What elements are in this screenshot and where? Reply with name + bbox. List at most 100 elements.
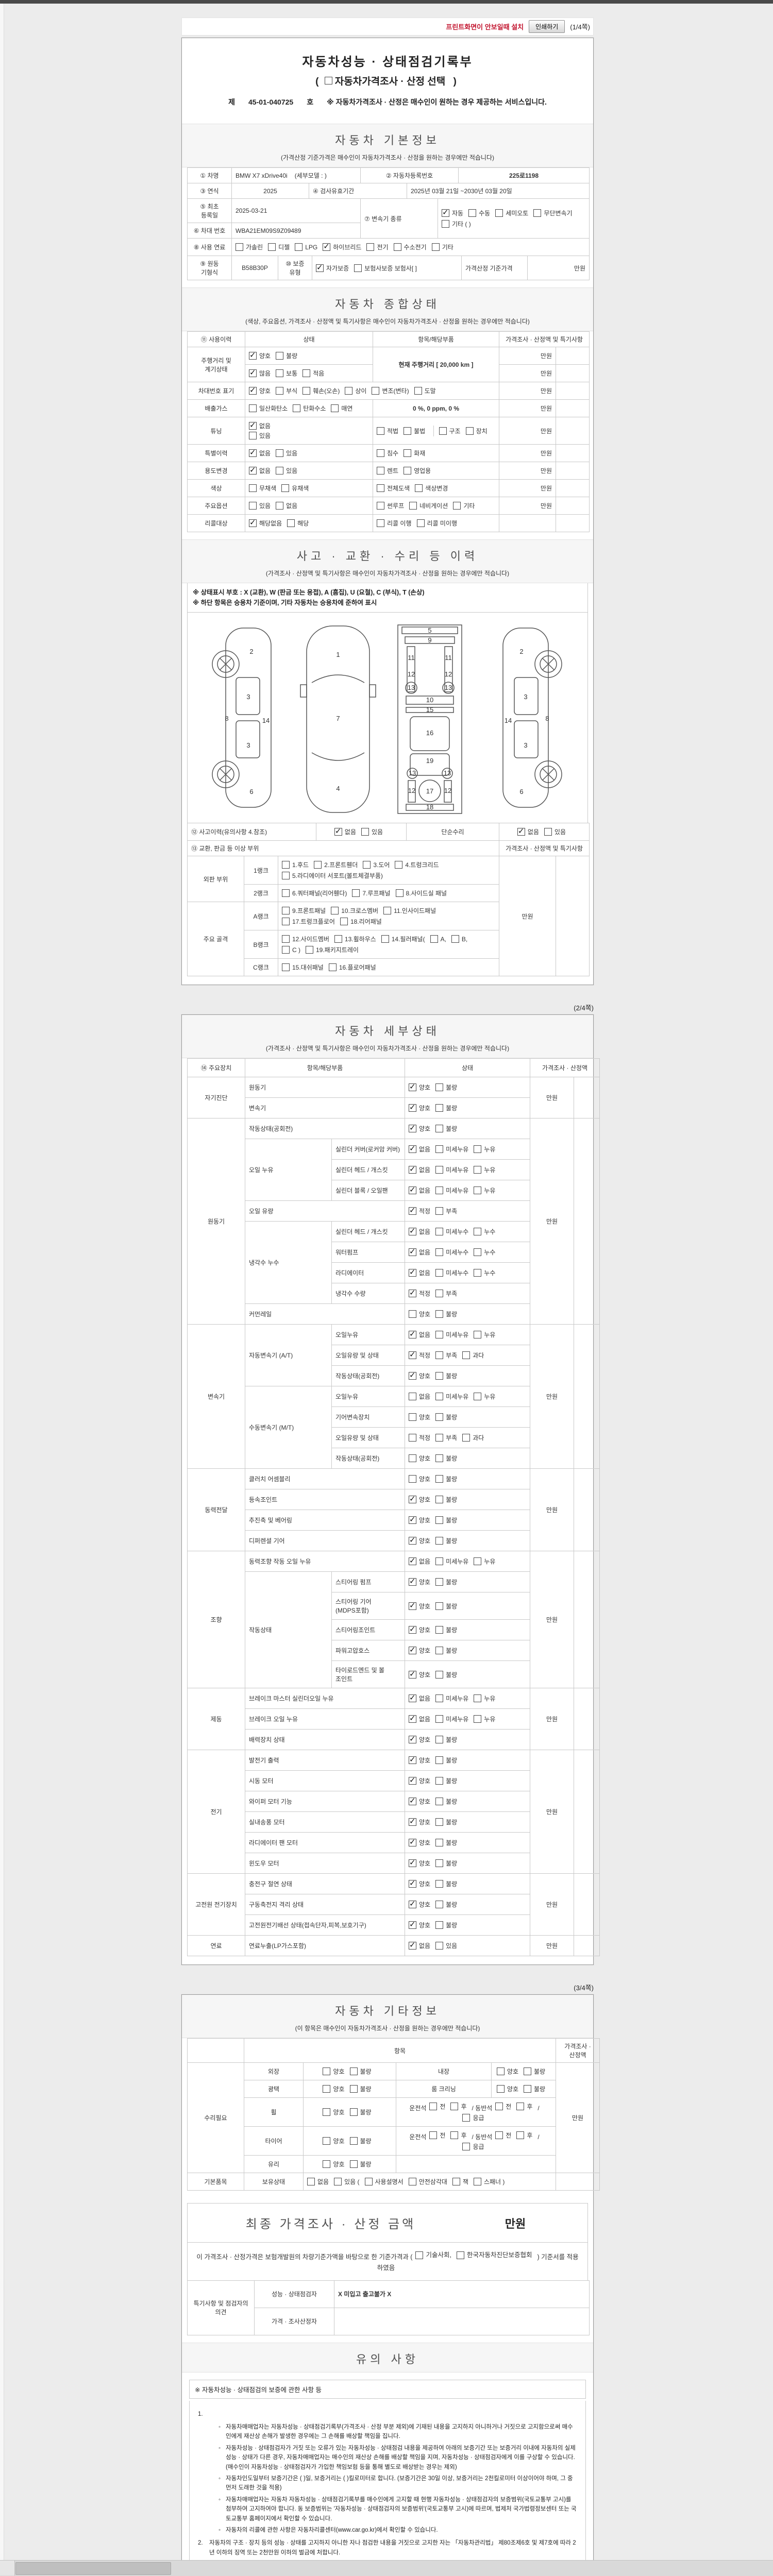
checkbox-12.사이드멤버[interactable]: 12.사이드멤버 — [282, 935, 329, 943]
checkbox-미세누유[interactable]: 미세누유 — [435, 1186, 468, 1195]
checkbox-스패너 )[interactable]: 스패너 ) — [473, 2177, 505, 2186]
checkbox-리콜 미이행[interactable]: 리콜 미이행 — [416, 519, 457, 528]
checkbox-양호[interactable]: 양호 — [409, 1796, 430, 1806]
checkbox-9.프론트패널[interactable]: 9.프론트패널 — [282, 906, 326, 915]
checkbox-4.트렁크리드[interactable]: 4.트렁크리드 — [395, 860, 439, 869]
checkbox-전기[interactable]: 전기 — [366, 243, 389, 251]
checkbox-양호[interactable]: 양호 — [323, 2067, 345, 2076]
checkbox-미세누수[interactable]: 미세누수 — [435, 1248, 468, 1257]
checkbox-구조[interactable]: 구조 — [439, 427, 461, 435]
checkbox-없음[interactable]: 없음 — [409, 1940, 430, 1950]
checkbox-양호[interactable]: 양호 — [249, 350, 271, 360]
checkbox-불량[interactable]: 불량 — [435, 1454, 457, 1463]
checkbox-불량[interactable]: 불량 — [435, 1124, 457, 1133]
checkbox-불량[interactable]: 불량 — [435, 1838, 457, 1847]
checkbox-적법[interactable]: 적법 — [377, 427, 398, 435]
checkbox-양호[interactable]: 양호 — [496, 2067, 518, 2076]
checkbox-불량[interactable]: 불량 — [435, 1646, 457, 1655]
checkbox-불량[interactable]: 불량 — [435, 1371, 457, 1380]
checkbox-미세누유[interactable]: 미세누유 — [435, 1145, 468, 1154]
checkbox-미세누유[interactable]: 미세누유 — [435, 1557, 468, 1566]
checkbox-불법[interactable]: 불법 — [404, 427, 425, 435]
checkbox-양호[interactable]: 양호 — [409, 1413, 430, 1421]
checkbox-많음[interactable]: 많음 — [249, 368, 271, 378]
checkbox-유채색[interactable]: 유채색 — [281, 484, 309, 493]
checkbox-불량[interactable]: 불량 — [435, 1578, 457, 1586]
checkbox-불량[interactable]: 불량 — [435, 1413, 457, 1421]
checkbox-적음[interactable]: 적음 — [303, 369, 324, 378]
checkbox-기타 ( )[interactable]: 기타 ( ) — [442, 219, 471, 228]
checkbox-부족[interactable]: 부족 — [435, 1351, 457, 1360]
checkbox-없음[interactable]: 없음 — [409, 1144, 430, 1154]
checkbox-일산화탄소[interactable]: 일산화탄소 — [249, 404, 288, 413]
checkbox-13.휠하우스[interactable]: 13.휠하우스 — [334, 935, 376, 943]
checkbox-없음[interactable]: 없음 — [249, 448, 271, 457]
checkbox-미세누유[interactable]: 미세누유 — [435, 1392, 468, 1401]
checkbox-응급[interactable]: 응급 — [462, 2142, 484, 2151]
checkbox-없음[interactable]: 없음 — [517, 826, 539, 836]
checkbox-17.트렁크플로어[interactable]: 17.트렁크플로어 — [282, 917, 335, 926]
checkbox-있음[interactable]: 있음 — [544, 827, 566, 836]
checkbox-있음[interactable]: 있음 — [276, 449, 297, 457]
checkbox-양호[interactable]: 양호 — [409, 1669, 430, 1679]
checkbox-하이브리드[interactable]: 하이브리드 — [323, 242, 361, 251]
checkbox-있음[interactable]: 있음 — [249, 501, 271, 510]
checkbox-15.대쉬패널[interactable]: 15.대쉬패널 — [282, 963, 324, 972]
checkbox-전[interactable]: 전 — [495, 2102, 511, 2111]
checkbox-11.인사이드패널[interactable]: 11.인사이드패널 — [383, 906, 436, 915]
checkbox-3.도어[interactable]: 3.도어 — [363, 860, 390, 869]
checkbox-탄화수소[interactable]: 탄화수소 — [293, 404, 326, 413]
checkbox-색상변경[interactable]: 색상변경 — [415, 484, 448, 493]
checkbox-매연[interactable]: 매연 — [331, 404, 352, 413]
checkbox-양호[interactable]: 양호 — [323, 2160, 345, 2168]
checkbox-불량[interactable]: 불량 — [435, 1536, 457, 1545]
checkbox-19.패키지트레이[interactable]: 19.패키지트레이 — [306, 945, 359, 954]
checkbox-한국자동차진단보증협회[interactable]: 한국자동차진단보증협회 — [456, 2250, 532, 2261]
checkbox-후[interactable]: 후 — [450, 2102, 467, 2111]
checkbox-부식[interactable]: 부식 — [276, 386, 297, 395]
checkbox-양호[interactable]: 양호 — [409, 1878, 430, 1888]
checkbox-양호[interactable]: 양호 — [323, 2084, 345, 2093]
checkbox-없음[interactable]: 없음 — [409, 1247, 430, 1257]
checkbox-미세누수[interactable]: 미세누수 — [435, 1268, 468, 1277]
checkbox-2.프론트휀더[interactable]: 2.프론트휀더 — [314, 860, 358, 869]
checkbox-도말[interactable]: 도말 — [414, 386, 436, 395]
checkbox-기술사회,[interactable]: 기술사회, — [415, 2250, 451, 2261]
checkbox-과다[interactable]: 과다 — [462, 1351, 484, 1360]
checkbox-전[interactable]: 전 — [429, 2102, 445, 2111]
checkbox-있음[interactable]: 있음 — [361, 827, 383, 836]
checkbox-양호[interactable]: 양호 — [409, 1515, 430, 1524]
checkbox-양호[interactable]: 양호 — [409, 1645, 430, 1655]
checkbox-썬루프[interactable]: 썬루프 — [377, 501, 404, 510]
checkbox-양호[interactable]: 양호 — [496, 2084, 518, 2093]
checkbox-무단변속기[interactable]: 무단변속기 — [533, 209, 573, 217]
checkbox-수소전기[interactable]: 수소전기 — [393, 243, 427, 251]
checkbox-불량[interactable]: 불량 — [349, 2067, 372, 2076]
checkbox-잭[interactable]: 잭 — [452, 2177, 468, 2186]
checkbox-불량[interactable]: 불량 — [524, 2067, 545, 2076]
checkbox-보험사보증 보험사[ ][interactable]: 보험사보증 보험사[ ] — [354, 264, 417, 273]
checkbox-불량[interactable]: 불량 — [435, 1797, 457, 1806]
checkbox-10.크로스멤버[interactable]: 10.크로스멤버 — [331, 906, 378, 915]
checkbox-불량[interactable]: 불량 — [524, 2084, 545, 2093]
checkbox-화재[interactable]: 화재 — [404, 449, 425, 457]
checkbox-불량[interactable]: 불량 — [435, 1879, 457, 1888]
checkbox-전[interactable]: 전 — [495, 2131, 511, 2140]
checkbox-8.사이드실 패널[interactable]: 8.사이드실 패널 — [395, 889, 447, 897]
checkbox-없음[interactable]: 없음 — [409, 1714, 430, 1723]
checkbox-불량[interactable]: 불량 — [435, 1495, 457, 1504]
checkbox-미세누유[interactable]: 미세누유 — [435, 1330, 468, 1339]
checkbox-누유[interactable]: 누유 — [474, 1557, 495, 1566]
checkbox-없음[interactable]: 없음 — [307, 2177, 329, 2186]
checkbox-누유[interactable]: 누유 — [474, 1145, 495, 1154]
checkbox-적정[interactable]: 적정 — [409, 1433, 430, 1442]
checkbox-양호[interactable]: 양호 — [409, 1577, 430, 1586]
checkbox-불량[interactable]: 불량 — [349, 2137, 372, 2145]
checkbox-없음[interactable]: 없음 — [276, 501, 297, 510]
checkbox-양호[interactable]: 양호 — [409, 1601, 430, 1611]
checkbox-누수[interactable]: 누수 — [474, 1227, 495, 1236]
checkbox-적정[interactable]: 적정 — [409, 1206, 430, 1215]
checkbox-불량[interactable]: 불량 — [435, 1818, 457, 1826]
checkbox-있음 ([interactable]: 있음 ( — [334, 2177, 360, 2186]
checkbox-양호[interactable]: 양호 — [409, 1310, 430, 1318]
